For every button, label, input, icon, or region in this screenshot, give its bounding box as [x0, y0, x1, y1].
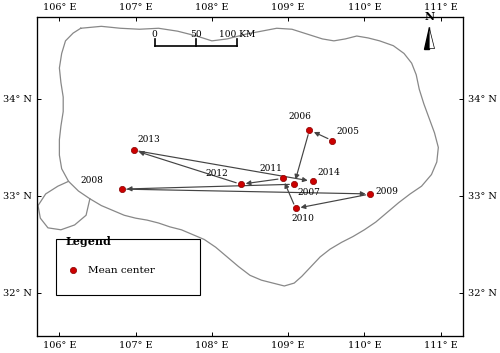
- Text: 2013: 2013: [137, 134, 160, 144]
- Text: 2008: 2008: [80, 176, 103, 185]
- Text: Mean center: Mean center: [88, 266, 155, 275]
- Bar: [56, 239, 201, 295]
- Text: 2011: 2011: [260, 164, 283, 173]
- Text: 2014: 2014: [317, 168, 340, 176]
- Text: 2012: 2012: [205, 169, 228, 178]
- Text: 2005: 2005: [336, 127, 359, 136]
- Text: 2010: 2010: [292, 214, 315, 223]
- Text: 2007: 2007: [298, 188, 320, 197]
- Text: 0: 0: [152, 30, 158, 39]
- Text: N: N: [424, 11, 434, 23]
- Text: 2009: 2009: [376, 187, 398, 196]
- Polygon shape: [424, 27, 429, 49]
- Text: 2006: 2006: [288, 112, 311, 121]
- Text: 50: 50: [190, 30, 202, 39]
- Text: Legend: Legend: [66, 236, 112, 247]
- Polygon shape: [429, 27, 434, 49]
- Text: 100 KM: 100 KM: [219, 30, 255, 39]
